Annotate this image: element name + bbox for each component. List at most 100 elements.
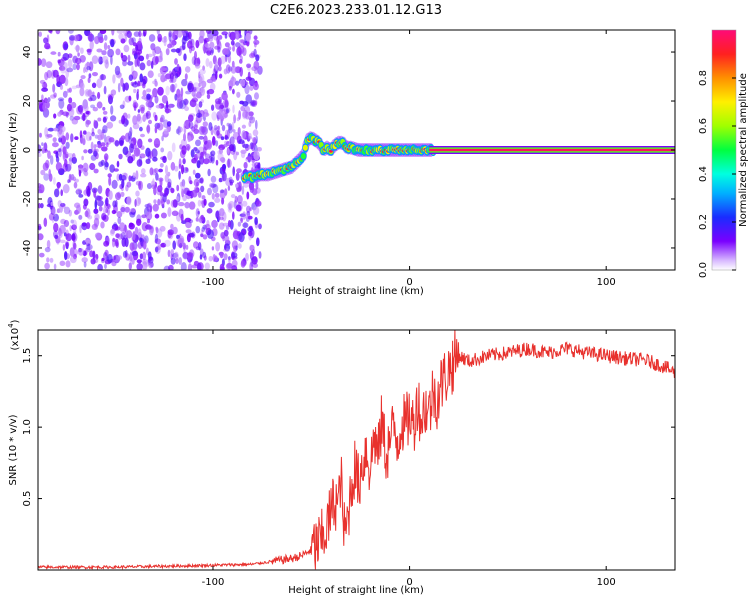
snr-series-line — [38, 330, 675, 570]
heatmap-noise-cell — [67, 53, 73, 59]
heatmap-noise-cell — [235, 183, 239, 188]
heatmap-noise-cell — [174, 83, 178, 88]
heatmap-noise-cell — [154, 126, 158, 134]
heatmap-noise-cell — [155, 172, 159, 181]
heatmap-noise-cell — [161, 200, 165, 205]
heatmap-noise-cell — [126, 30, 132, 38]
heatmap-noise-cell — [57, 183, 60, 190]
heatmap-noise-cell — [228, 256, 231, 264]
heatmap-noise-cell — [152, 80, 157, 85]
heatmap-noise-cell — [102, 110, 108, 115]
heatmap-noise-cell — [185, 167, 189, 172]
heatmap-noise-cell — [140, 106, 145, 114]
heatmap-noise-cell — [146, 93, 151, 100]
heatmap-noise-cell — [206, 219, 210, 227]
heatmap-noise-cell — [52, 83, 56, 93]
heatmap-noise-cell — [54, 234, 59, 239]
heatmap-noise-cell — [87, 148, 93, 154]
heatmap-noise-cell — [180, 262, 187, 270]
heatmap-noise-cell — [68, 209, 73, 217]
heatmap-noise-cell — [103, 153, 109, 161]
heatmap-noise-cell — [253, 256, 257, 263]
heatmap-noise-cell — [216, 130, 220, 136]
heatmap-noise-cell — [165, 85, 170, 96]
heatmap-noise-cell — [209, 49, 214, 56]
heatmap-noise-cell — [195, 225, 201, 234]
heatmap-noise-cell — [236, 201, 243, 212]
heatmap-noise-cell — [146, 88, 152, 93]
heatmap-noise-cell — [195, 40, 200, 49]
heatmap-noise-cell — [75, 188, 83, 194]
snr-multiplier-label: (x104) — [7, 319, 21, 350]
heatmap-noise-cell — [191, 97, 199, 103]
heatmap-noise-cell — [113, 255, 116, 260]
heatmap-noise-cell — [256, 147, 262, 152]
heatmap-noise-cell — [193, 82, 200, 89]
heatmap-noise-cell — [135, 170, 139, 180]
heatmap-noise-cell — [194, 149, 200, 154]
heatmap-noise-cell — [87, 32, 93, 42]
heatmap-noise-cell — [144, 203, 151, 208]
heatmap-noise-cell — [103, 252, 108, 261]
heatmap-noise-cell — [52, 208, 57, 218]
heatmap-noise-cell — [120, 52, 124, 59]
heatmap-noise-cell — [208, 35, 214, 42]
heatmap-noise-cell — [78, 194, 84, 198]
heatmap-noise-cell — [254, 100, 258, 106]
heatmap-noise-cell — [249, 185, 254, 193]
heatmap-noise-cell — [134, 199, 137, 207]
heatmap-noise-cell — [205, 58, 210, 67]
heatmap-noise-cell — [154, 246, 159, 253]
heatmap-noise-cell — [232, 230, 240, 240]
heatmap-noise-cell — [210, 150, 216, 157]
heatmap-noise-cell — [255, 187, 261, 194]
heatmap-noise-cell — [195, 139, 201, 147]
heatmap-noise-cell — [198, 82, 201, 88]
heatmap-noise-cell — [203, 158, 210, 165]
heatmap-noise-cell — [219, 147, 223, 155]
heatmap-noise-cell — [227, 54, 232, 64]
heatmap-noise-cell — [120, 135, 126, 140]
heatmap-noise-cell — [193, 94, 197, 99]
heatmap-noise-cell — [254, 92, 259, 100]
heatmap-noise-cell — [145, 211, 153, 221]
heatmap-noise-cell — [164, 239, 171, 247]
spectrogram-y-tick-label: -20 — [22, 191, 33, 207]
heatmap-noise-cell — [91, 55, 99, 64]
heatmap-noise-cell — [81, 257, 88, 263]
heatmap-noise-cell — [154, 167, 159, 174]
colorbar-tick-label: 0.8 — [698, 70, 709, 86]
heatmap-noise-cell — [146, 59, 152, 67]
heatmap-noise-cell — [172, 199, 178, 208]
heatmap-noise-cell — [206, 139, 213, 150]
heatmap-noise-cell — [38, 31, 42, 37]
heatmap-noise-cell — [241, 124, 246, 129]
heatmap-noise-cell — [167, 249, 171, 258]
heatmap-noise-cell — [145, 100, 152, 108]
heatmap-noise-cell — [222, 235, 226, 242]
heatmap-noise-cell — [245, 252, 249, 262]
heatmap-noise-cell — [62, 146, 67, 155]
heatmap-noise-cell — [221, 92, 228, 101]
heatmap-noise-cell — [94, 232, 102, 239]
heatmap-noise-cell — [63, 251, 68, 261]
heatmap-noise-cell — [149, 167, 154, 176]
heatmap-noise-cell — [208, 201, 215, 208]
heatmap-noise-cell — [174, 58, 178, 65]
heatmap-noise-cell — [237, 127, 241, 136]
heatmap-noise-cell — [93, 208, 99, 214]
heatmap-noise-cell — [62, 111, 70, 117]
heatmap-noise-cell — [141, 214, 147, 219]
heatmap-noise-cell — [199, 87, 204, 93]
heatmap-noise-cell — [150, 180, 156, 187]
heatmap-noise-cell — [79, 87, 85, 97]
heatmap-noise-cell — [215, 159, 219, 166]
heatmap-noise-cell — [96, 78, 103, 89]
heatmap-noise-cell — [75, 44, 80, 53]
heatmap-noise-cell — [237, 195, 243, 204]
heatmap-noise-cell — [70, 133, 74, 143]
heatmap-noise-cell — [134, 58, 138, 68]
heatmap-noise-cell — [181, 145, 187, 155]
heatmap-noise-cell — [239, 66, 243, 77]
heatmap-noise-cell — [147, 218, 150, 224]
